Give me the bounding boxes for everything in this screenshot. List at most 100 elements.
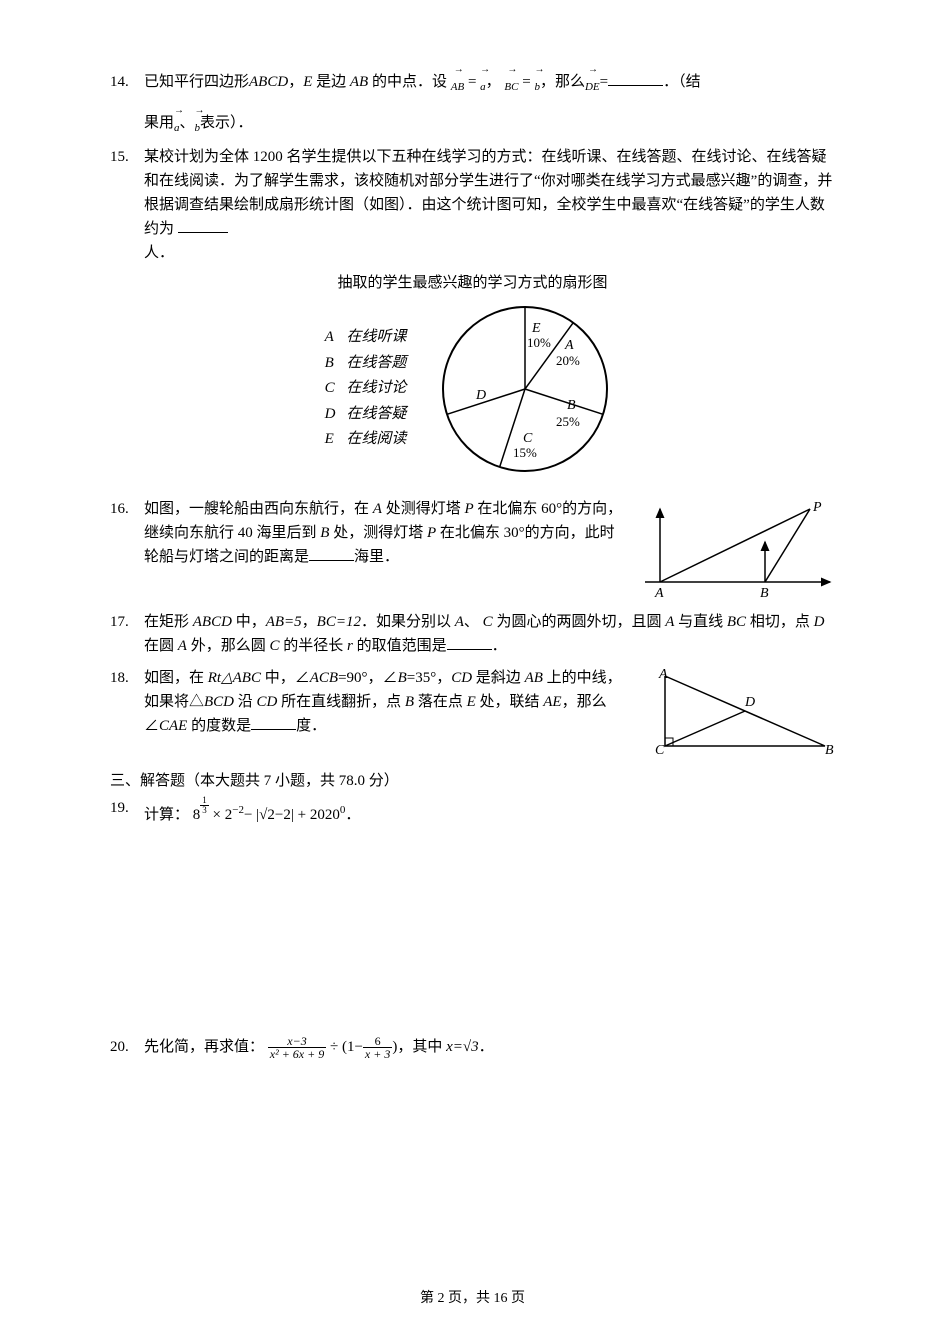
t: x + 3: [363, 1048, 392, 1060]
t: =: [464, 74, 480, 90]
q14-number: 14.: [110, 70, 144, 94]
legend-item-b: B 在线答题: [325, 351, 407, 377]
q16-number: 16.: [110, 497, 144, 521]
t: 先化简，再求值：: [144, 1039, 264, 1055]
q17-number: 17.: [110, 610, 144, 634]
pie-label-d: D: [475, 388, 486, 403]
blank: [608, 85, 663, 86]
t: 表示）．: [200, 115, 253, 131]
t: × 2: [209, 807, 232, 823]
t: ，: [302, 614, 317, 630]
t: △ABC: [221, 670, 261, 686]
pie-pct-a: 20%: [556, 353, 580, 368]
t: 的中点．设: [368, 74, 447, 90]
section-3-title: 三、解答题（本大题共 7 小题，共 78.0 分）: [110, 769, 835, 790]
label-c: C: [655, 743, 665, 758]
t: 已知平行四边形: [144, 74, 249, 90]
pie-chart-title: 抽取的学生最感兴趣的学习方式的扇形图: [110, 271, 835, 295]
question-18: 18. 如图，在 Rt△ABC 中，∠ACB=90°，∠B=35°，CD 是斜边…: [110, 666, 835, 761]
t: x=√3: [446, 1039, 479, 1055]
t: 处，测得灯塔: [333, 525, 427, 541]
question-14: 14. 已知平行四边形ABCD，E 是边 AB 的中点．设 →AB = →a， …: [110, 70, 835, 137]
t: ．: [492, 638, 507, 654]
blank: [309, 560, 354, 561]
page-footer: 第 2 页，共 16 页: [0, 1287, 945, 1307]
t: A: [665, 614, 674, 630]
t: A: [178, 638, 187, 654]
legend-item-e: E 在线阅读: [325, 427, 407, 453]
t: 相切，点: [746, 614, 814, 630]
t: 海里．: [354, 549, 399, 565]
t: BC: [504, 81, 518, 93]
t: b: [534, 81, 540, 93]
t: 在圆: [144, 638, 178, 654]
t: 某校计划为全体 1200 名学生提供以下五种在线学习的方式：在线听课、在线答题、…: [144, 149, 832, 237]
t: E: [467, 694, 476, 710]
t: 沿: [234, 694, 257, 710]
t: 处，联结: [476, 694, 544, 710]
q18-body: 如图，在 Rt△ABC 中，∠ACB=90°，∠B=35°，CD 是斜边 AB …: [144, 666, 635, 738]
q15-body: 某校计划为全体 1200 名学生提供以下五种在线学习的方式：在线听课、在线答题、…: [144, 145, 835, 265]
q18-number: 18.: [110, 666, 144, 690]
t: 所在直线翻折，点: [277, 694, 405, 710]
t: BC: [727, 614, 746, 630]
t: BC=12: [317, 614, 361, 630]
t: 落在点: [418, 694, 467, 710]
t: 为圆心的两圆外切，且圆: [493, 614, 666, 630]
label-b: B: [825, 743, 834, 758]
t: ，那么: [540, 74, 585, 90]
q15-number: 15.: [110, 145, 144, 169]
q16-diagram-icon: A B P: [635, 497, 835, 602]
blank: [178, 232, 228, 233]
t: 在线答疑: [346, 406, 406, 422]
t: a: [174, 122, 180, 134]
q20-number: 20.: [110, 1035, 144, 1059]
t: x² + 6x + 9: [268, 1048, 326, 1060]
page: 14. 已知平行四边形ABCD，E 是边 AB 的中点．设 →AB = →a， …: [0, 0, 945, 1337]
t: A: [373, 501, 382, 517]
blank: [447, 649, 492, 650]
q18-diagram-icon: A C B D: [645, 666, 835, 761]
t: 的取值范围是: [353, 638, 447, 654]
t: =: [600, 74, 608, 90]
q16-body: 如图，一艘轮船由西向东航行，在 A 处测得灯塔 P 在北偏东 60°的方向，继续…: [144, 497, 625, 569]
pie-pct-c: 15%: [513, 445, 537, 460]
pie-legend: A 在线听课 B 在线答题 C 在线讨论 D 在线答疑 E 在线阅读: [325, 325, 407, 453]
t: CD: [451, 670, 472, 686]
t: ABCD: [249, 74, 288, 90]
t: −2| + 2020: [275, 807, 340, 823]
t: AE: [543, 694, 561, 710]
t: ÷ (1−: [326, 1039, 363, 1055]
q20-body: 先化简，再求值： x−3x² + 6x + 9 ÷ (1−6x + 3)，其中 …: [144, 1035, 835, 1060]
workspace-19: [110, 835, 835, 1035]
t: ACB: [310, 670, 338, 686]
t: 在线答题: [346, 355, 406, 371]
q14-line2: 果用→a、→b表示）．: [110, 111, 835, 138]
label-p: P: [812, 500, 822, 515]
t: 的半径长: [279, 638, 343, 654]
t: 的度数是: [187, 718, 251, 734]
pie-pct-b: 25%: [556, 414, 580, 429]
t: ．: [345, 807, 360, 823]
t: ABCD: [193, 614, 232, 630]
t: AB: [525, 670, 543, 686]
pie-chart-block: A 在线听课 B 在线答题 C 在线讨论 D 在线答疑 E 在线阅读: [110, 299, 835, 479]
t: B: [398, 670, 407, 686]
question-19: 19. 计算： 813 × 2−2− |√2−2| + 20200．: [110, 796, 835, 827]
t: 在矩形: [144, 614, 193, 630]
t: 计算：: [144, 807, 189, 823]
question-17: 17. 在矩形 ABCD 中，AB=5，BC=12．如果分别以 A、 C 为圆心…: [110, 610, 835, 658]
pie-label-c: C: [523, 431, 533, 446]
t: 人．: [144, 241, 835, 265]
t: CD: [257, 694, 278, 710]
t: )，其中: [392, 1039, 446, 1055]
label-d: D: [744, 695, 755, 710]
t: 3: [200, 806, 209, 815]
pie-chart-icon: E 10% A 20% B 25% C 15% D: [430, 299, 620, 479]
t: 在线讨论: [346, 380, 406, 396]
t: 如图，一艘轮船由西向东航行，在: [144, 501, 373, 517]
t: P: [427, 525, 436, 541]
t: 外，那么圆: [187, 638, 270, 654]
label-a: A: [658, 667, 668, 682]
t: CAE: [159, 718, 187, 734]
